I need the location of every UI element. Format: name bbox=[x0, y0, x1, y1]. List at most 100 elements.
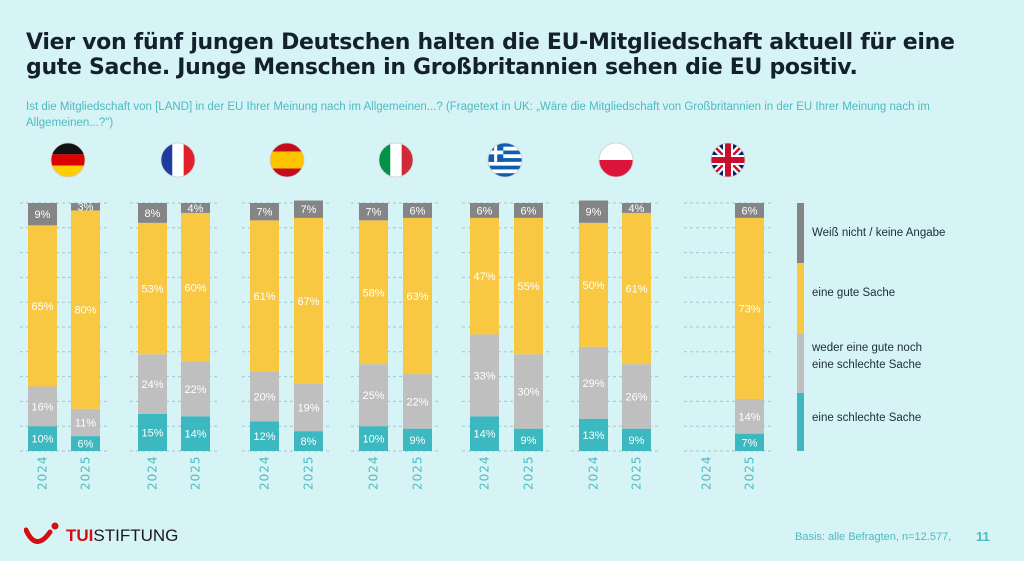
bar-segment-weiss-nicht bbox=[28, 203, 57, 226]
data-label: 60% bbox=[184, 282, 206, 294]
data-label: 63% bbox=[406, 291, 428, 303]
bar-segment-schlecht bbox=[579, 418, 608, 451]
data-label: 61% bbox=[253, 291, 275, 303]
stacked-bar-chart: 10% 16% 65% 9% 2024 6% 11% 80% 3% 2025 15% 24% 53% 8%… bbox=[20, 142, 804, 490]
bar-segment-weiss-nicht bbox=[250, 203, 279, 221]
question-text: Ist die Mitgliedschaft von [LAND] in der… bbox=[26, 101, 930, 129]
bar-segment-schlecht bbox=[735, 433, 764, 451]
data-label: 3% bbox=[78, 202, 94, 214]
data-label: 4% bbox=[188, 203, 204, 215]
legend-swatch-gut bbox=[797, 263, 804, 334]
bar-segment-weiss-nicht bbox=[181, 203, 210, 213]
bar-segment-weiss-nicht bbox=[470, 203, 499, 218]
bar-segment-gut bbox=[735, 217, 764, 399]
bar-segment-gut bbox=[622, 212, 651, 365]
legend-label-weder: weder eine gute noch eine schlechte Sach… bbox=[812, 342, 922, 371]
data-label: 9% bbox=[410, 435, 426, 447]
bar-segment-weder bbox=[71, 408, 100, 437]
bar-segment-weiss-nicht bbox=[294, 200, 323, 218]
data-label: 6% bbox=[521, 205, 537, 217]
data-label: 10% bbox=[362, 434, 384, 446]
data-label: 4% bbox=[629, 203, 645, 215]
year-label: 2025 bbox=[743, 455, 757, 490]
legend-swatch-schlecht bbox=[797, 393, 804, 451]
bar-segment-weder bbox=[181, 361, 210, 417]
year-label: 2024 bbox=[146, 455, 160, 490]
data-label: 7% bbox=[742, 437, 758, 449]
bar-segment-gut bbox=[138, 222, 167, 355]
bar-segment-gut bbox=[514, 217, 543, 355]
year-label: 2025 bbox=[79, 455, 93, 490]
logo-stiftung: STIFTUNG bbox=[93, 526, 179, 545]
data-label: 6% bbox=[477, 205, 493, 217]
italy-flag bbox=[378, 142, 414, 178]
page-number: 11 bbox=[976, 529, 990, 544]
bar-segment-weiss-nicht bbox=[579, 200, 608, 223]
legend-label-schlecht: eine schlechte Sache bbox=[812, 412, 922, 424]
bar-segment-schlecht bbox=[359, 426, 388, 451]
data-label: 47% bbox=[473, 271, 495, 283]
bar-segment-weder bbox=[470, 334, 499, 417]
basis-note: Basis: alle Befragten, n=12.577, bbox=[795, 531, 952, 543]
bar-segment-schlecht bbox=[403, 428, 432, 451]
data-label: 80% bbox=[74, 305, 96, 317]
tui-stiftung-logo: TUISTIFTUNG bbox=[24, 522, 178, 550]
bar-segment-gut bbox=[579, 222, 608, 347]
bar-segment-gut bbox=[294, 217, 323, 385]
data-label: 8% bbox=[301, 436, 317, 448]
bar-segment-schlecht bbox=[71, 436, 100, 451]
bar-segment-weiss-nicht bbox=[359, 203, 388, 221]
bar-segment-weder bbox=[138, 354, 167, 414]
legend-label-gut: eine gute Sache bbox=[812, 287, 896, 299]
data-label: 10% bbox=[31, 434, 53, 446]
year-label: 2024 bbox=[258, 455, 272, 490]
bar-segment-weiss-nicht bbox=[138, 203, 167, 223]
bar-segment-gut bbox=[250, 220, 279, 372]
data-label: 7% bbox=[301, 204, 317, 216]
logo-tui: TUI bbox=[66, 526, 94, 545]
bar-segment-weder bbox=[294, 384, 323, 432]
data-label: 7% bbox=[257, 207, 273, 219]
bar-segment-gut bbox=[71, 210, 100, 409]
data-label: 20% bbox=[253, 391, 275, 403]
data-label: 9% bbox=[629, 435, 645, 447]
bar-segment-schlecht bbox=[514, 428, 543, 451]
poland-flag bbox=[598, 142, 634, 178]
data-label: 61% bbox=[625, 284, 647, 296]
data-label: 16% bbox=[31, 401, 53, 413]
bar-segment-weder bbox=[579, 346, 608, 419]
legend-swatch-weder bbox=[797, 334, 804, 393]
data-label: 14% bbox=[184, 429, 206, 441]
data-label: 13% bbox=[582, 430, 604, 442]
data-label: 15% bbox=[141, 427, 163, 439]
data-label: 22% bbox=[184, 384, 206, 396]
data-label: 9% bbox=[521, 435, 537, 447]
bar-segment-weder bbox=[28, 386, 57, 427]
greece-flag bbox=[487, 142, 523, 178]
year-label: 2024 bbox=[367, 455, 381, 490]
year-label: 2024 bbox=[587, 455, 601, 490]
bar-segment-schlecht bbox=[470, 416, 499, 451]
bar-segment-weder bbox=[514, 354, 543, 429]
bar-segment-weiss-nicht bbox=[622, 203, 651, 213]
bar-segment-weiss-nicht bbox=[403, 203, 432, 218]
year-label: 2025 bbox=[189, 455, 203, 490]
data-label: 55% bbox=[517, 281, 539, 293]
bar-segment-weiss-nicht bbox=[71, 203, 100, 211]
data-label: 73% bbox=[738, 303, 760, 315]
data-label: 24% bbox=[141, 379, 163, 391]
legend-label-weiss-nicht: Weiß nicht / keine Angabe bbox=[812, 227, 946, 239]
data-label: 30% bbox=[517, 386, 539, 398]
year-label: 2025 bbox=[630, 455, 644, 490]
year-label: 2025 bbox=[411, 455, 425, 490]
data-label: 7% bbox=[366, 207, 382, 219]
bar-segment-schlecht bbox=[181, 416, 210, 451]
bar-segment-schlecht bbox=[294, 431, 323, 451]
data-label: 65% bbox=[31, 301, 53, 313]
bar-segment-weder bbox=[403, 374, 432, 429]
tui-smile-icon bbox=[24, 522, 59, 544]
data-label: 29% bbox=[582, 378, 604, 390]
germany-flag bbox=[50, 142, 86, 178]
data-label: 11% bbox=[75, 417, 96, 429]
bar-segment-schlecht bbox=[138, 413, 167, 451]
